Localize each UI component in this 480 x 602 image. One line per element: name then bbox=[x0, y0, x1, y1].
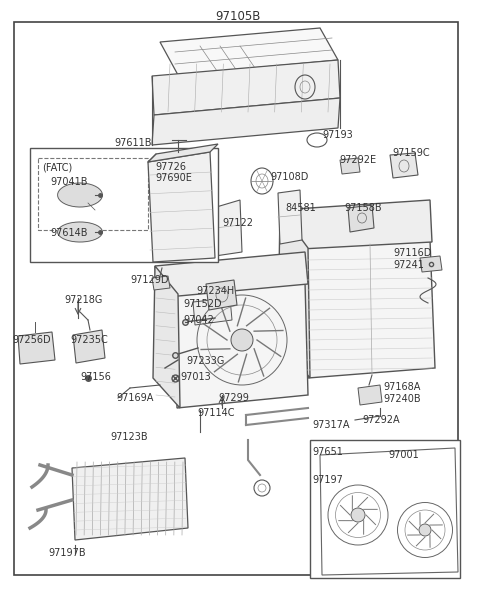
Bar bbox=[310, 440, 460, 578]
Ellipse shape bbox=[419, 524, 431, 536]
Text: 97256D: 97256D bbox=[12, 335, 50, 345]
Polygon shape bbox=[340, 158, 360, 174]
Text: (FATC): (FATC) bbox=[42, 162, 72, 172]
Polygon shape bbox=[73, 330, 105, 363]
Text: 97197: 97197 bbox=[312, 475, 343, 485]
Text: 97123B: 97123B bbox=[110, 432, 148, 442]
Polygon shape bbox=[152, 98, 340, 145]
Text: 97193: 97193 bbox=[322, 130, 353, 140]
Text: 97218G: 97218G bbox=[64, 295, 102, 305]
Polygon shape bbox=[175, 282, 308, 408]
Text: 97114C: 97114C bbox=[197, 408, 235, 418]
Text: 97108D: 97108D bbox=[270, 172, 308, 182]
Text: 97233G: 97233G bbox=[186, 356, 224, 366]
Text: 97726: 97726 bbox=[155, 162, 186, 172]
Text: 97690E: 97690E bbox=[155, 173, 192, 183]
Text: 97197B: 97197B bbox=[48, 548, 85, 558]
Text: 97041B: 97041B bbox=[50, 177, 87, 187]
Text: 97159C: 97159C bbox=[392, 148, 430, 158]
Polygon shape bbox=[305, 240, 435, 378]
Polygon shape bbox=[358, 385, 382, 405]
Text: 84581: 84581 bbox=[285, 203, 316, 213]
Polygon shape bbox=[148, 144, 218, 162]
Text: 97001: 97001 bbox=[388, 450, 419, 460]
Polygon shape bbox=[193, 298, 232, 325]
Text: 97292E: 97292E bbox=[339, 155, 376, 165]
Polygon shape bbox=[155, 252, 308, 298]
Polygon shape bbox=[160, 28, 338, 75]
Text: 97235C: 97235C bbox=[70, 335, 108, 345]
Text: 97158B: 97158B bbox=[344, 203, 382, 213]
Text: 97651: 97651 bbox=[312, 447, 343, 457]
Polygon shape bbox=[280, 200, 432, 250]
Text: 97240B: 97240B bbox=[383, 394, 420, 404]
Text: 97234H: 97234H bbox=[196, 286, 234, 296]
Polygon shape bbox=[148, 152, 215, 262]
Bar bbox=[38, 158, 148, 230]
Text: 97299: 97299 bbox=[218, 393, 249, 403]
Text: 97116D: 97116D bbox=[393, 248, 432, 258]
Text: 97122: 97122 bbox=[222, 218, 253, 228]
Text: 97152D: 97152D bbox=[183, 299, 222, 309]
Text: 97317A: 97317A bbox=[312, 420, 349, 430]
Text: 97614B: 97614B bbox=[50, 228, 87, 238]
Ellipse shape bbox=[231, 329, 253, 351]
Polygon shape bbox=[58, 183, 102, 207]
Polygon shape bbox=[58, 222, 102, 242]
Text: 97168A: 97168A bbox=[383, 382, 420, 392]
Text: 97129D: 97129D bbox=[130, 275, 168, 285]
Polygon shape bbox=[278, 190, 302, 244]
Polygon shape bbox=[153, 266, 180, 408]
Text: 97042: 97042 bbox=[183, 315, 214, 325]
Polygon shape bbox=[278, 210, 310, 378]
Polygon shape bbox=[213, 200, 242, 256]
Text: 97169A: 97169A bbox=[116, 393, 154, 403]
Polygon shape bbox=[18, 332, 55, 364]
Bar bbox=[30, 148, 218, 262]
Text: 97241: 97241 bbox=[393, 260, 424, 270]
Text: 97105B: 97105B bbox=[216, 10, 261, 23]
Polygon shape bbox=[152, 276, 170, 290]
Polygon shape bbox=[348, 205, 374, 232]
Text: 97156: 97156 bbox=[80, 372, 111, 382]
Polygon shape bbox=[152, 60, 340, 115]
Text: 97611B: 97611B bbox=[114, 138, 152, 148]
Text: 97013: 97013 bbox=[180, 372, 211, 382]
Text: 97292A: 97292A bbox=[362, 415, 400, 425]
Polygon shape bbox=[72, 458, 188, 540]
Polygon shape bbox=[420, 256, 442, 272]
Ellipse shape bbox=[351, 508, 365, 522]
Polygon shape bbox=[206, 280, 237, 310]
Polygon shape bbox=[390, 153, 418, 178]
